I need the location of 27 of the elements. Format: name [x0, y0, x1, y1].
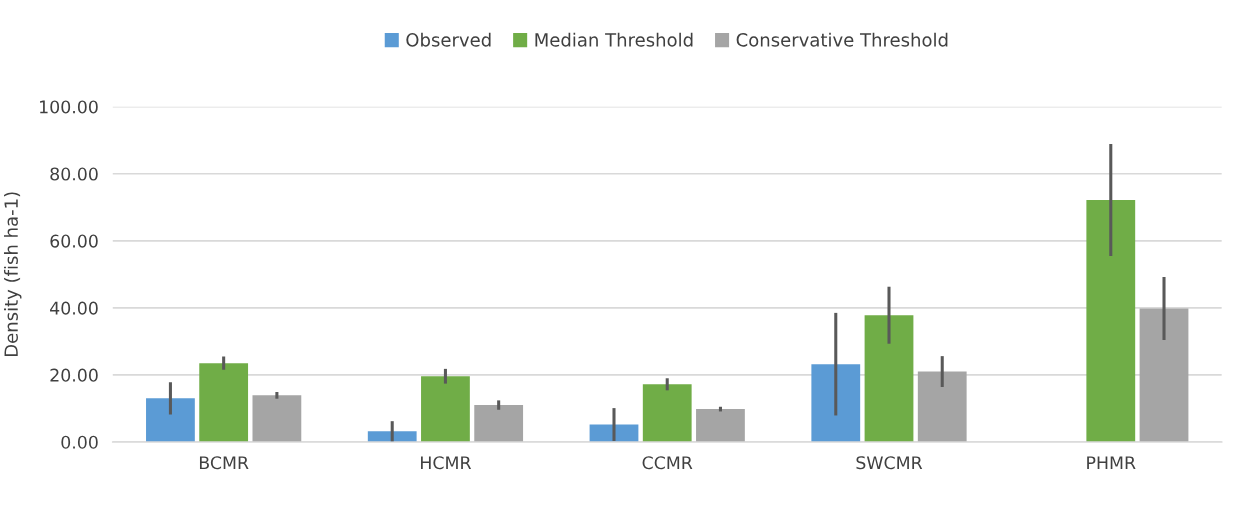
- bar: [421, 376, 470, 442]
- x-tick-label: HCMR: [421, 456, 472, 470]
- y-tick-label: 60.00: [50, 234, 98, 248]
- y-tick-label: 80.00: [50, 167, 98, 181]
- y-tick-label: 20.00: [50, 368, 98, 382]
- bar: [252, 395, 302, 442]
- legend-label: Median Threshold: [535, 32, 693, 47]
- x-tick-label: PHMR: [1087, 456, 1136, 470]
- bar: [1139, 308, 1189, 442]
- x-tick-label: BCMR: [199, 456, 249, 470]
- y-tick-label: 0.00: [61, 435, 98, 449]
- legend-label: Observed: [406, 32, 491, 47]
- bar: [811, 364, 861, 442]
- bar: [474, 405, 524, 442]
- bar: [642, 384, 692, 442]
- bar: [917, 371, 967, 442]
- legend-label: Conservative Threshold: [736, 32, 948, 47]
- bar: [199, 363, 249, 442]
- y-tick-label: 40.00: [50, 301, 98, 315]
- bar: [696, 409, 745, 442]
- x-tick-label: SWCMR: [856, 456, 923, 470]
- bar: [864, 315, 914, 442]
- x-tick-label: CCMR: [642, 456, 693, 470]
- y-axis-title: Density (fish ha-1): [3, 192, 22, 357]
- bar: [146, 398, 195, 442]
- bar: [1086, 199, 1136, 442]
- y-tick-label: 100.00: [40, 100, 98, 114]
